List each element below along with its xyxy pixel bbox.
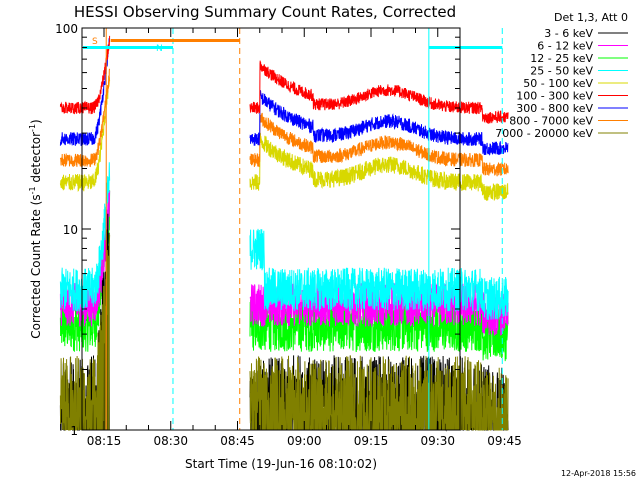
x-tick-label-0900: 09:00 <box>287 434 322 448</box>
y-axis-label-main: Corrected Count Rate (s <box>29 194 43 338</box>
legend-header: Det 1,3, Att 0 <box>554 11 628 24</box>
legend-label-6-12: 6 - 12 keV <box>537 40 593 53</box>
series-line-6-12-seg2 <box>249 282 509 336</box>
legend-label-50-100: 50 - 100 keV <box>523 77 593 90</box>
y-tick-label-1: 1 <box>70 424 78 438</box>
night-flag-bar-2 <box>428 46 503 49</box>
legend-label-300-800: 300 - 800 keV <box>516 102 593 115</box>
series-line-100-300-seg1 <box>59 35 111 115</box>
y-axis-label-sup1: -1 <box>28 186 37 194</box>
y-axis-label: Corrected Count Rate (s-1 detector-1) <box>28 119 43 338</box>
x-axis-label: Start Time (19-Jun-16 08:10:02) <box>185 457 377 471</box>
series-line-100-300-seg2 <box>249 60 509 124</box>
x-tick-label-0945: 09:45 <box>487 434 522 448</box>
saa-flag-bar <box>110 39 240 42</box>
series-line-800-7000-seg2 <box>249 112 509 177</box>
series-line-800-7000-seg1 <box>59 68 111 168</box>
chart-title: HESSI Observing Summary Count Rates, Cor… <box>74 3 456 21</box>
y-tick-label-10: 10 <box>63 223 78 237</box>
legend-label-100-300: 100 - 300 keV <box>516 90 593 103</box>
plot-data <box>59 35 509 432</box>
y-axis-label-end: ) <box>29 119 43 124</box>
series-line-50-100-seg1 <box>59 77 111 192</box>
series-line-50-100-seg2 <box>249 132 509 202</box>
series-line-25-50-seg2 <box>249 228 509 320</box>
axes: 1 10 100 08:15 08:30 08:45 09:00 09:15 09:30 09:4… <box>55 22 522 448</box>
x-tick-label-0930: 09:30 <box>420 434 455 448</box>
x-tick-label-0830: 08:30 <box>153 434 188 448</box>
series-line-300-800-seg2 <box>249 90 509 156</box>
x-tick-label-0815: 08:15 <box>87 434 122 448</box>
y-tick-label-100: 100 <box>55 22 78 36</box>
x-tick-label-0915: 09:15 <box>354 434 389 448</box>
flag-label-s: S <box>92 37 98 47</box>
x-tick-label-0845: 08:45 <box>220 434 255 448</box>
plot-overlays: SN <box>83 28 503 430</box>
timestamp: 12-Apr-2018 15:56 <box>561 469 636 478</box>
series-line-7000-20000-seg2 <box>249 355 509 431</box>
legend-label-12-25: 12 - 25 keV <box>530 52 593 65</box>
y-axis-label-sup2: -1 <box>28 124 37 132</box>
series-line-25-50-seg1 <box>59 162 111 312</box>
series-line-12-25-seg2 <box>249 299 509 362</box>
legend-label-800-7000: 800 - 7000 keV <box>509 115 593 128</box>
night-flag-bar <box>83 46 173 49</box>
flag-label-n: N <box>156 44 163 54</box>
legend-label-3-6: 3 - 6 keV <box>544 27 593 40</box>
legend-label-7000-20000: 7000 - 20000 keV <box>495 127 593 140</box>
legend-label-25-50: 25 - 50 keV <box>530 65 593 78</box>
y-axis-label-mid: detector <box>29 132 43 187</box>
series-line-300-800-seg1 <box>59 38 111 146</box>
